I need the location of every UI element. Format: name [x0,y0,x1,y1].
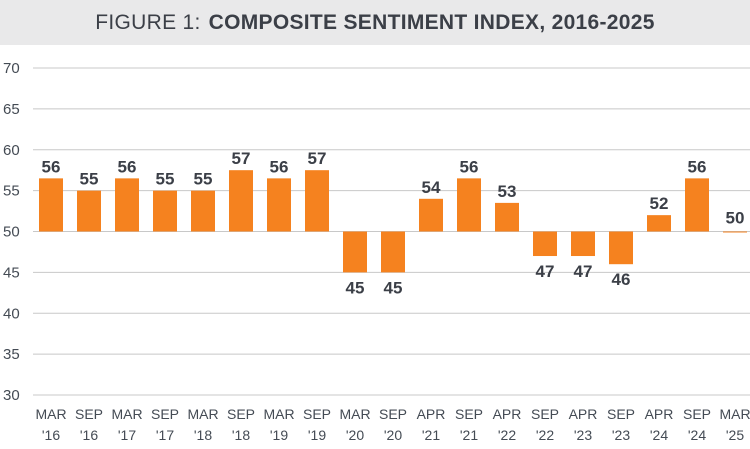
data-label: 52 [650,194,669,213]
data-label: 55 [80,170,99,189]
bar [77,190,101,232]
x-tick-label: MAR [263,406,294,422]
y-tick-label: 45 [3,264,20,281]
bar [533,231,557,257]
x-tick-label: SEP [379,406,407,422]
data-label: 47 [536,262,555,281]
x-tick-label: MAR [339,406,370,422]
x-tick-label: SEP [455,406,483,422]
x-tick-label: '19 [308,427,326,443]
x-tick-label: SEP [227,406,255,422]
x-tick-label: '21 [422,427,440,443]
bar [305,170,329,232]
y-tick-label: 60 [3,142,20,159]
y-tick-label: 30 [3,387,20,404]
bar [457,178,481,232]
x-tick-label: MAR [111,406,142,422]
data-label: 45 [384,278,403,297]
data-label: 57 [308,149,327,168]
x-tick-label: '20 [346,427,364,443]
y-tick-label: 65 [3,101,20,118]
x-tick-label: SEP [75,406,103,422]
x-tick-label: '23 [612,427,630,443]
data-label: 56 [460,157,479,176]
y-tick-label: 50 [3,224,20,241]
x-tick-label: '17 [156,427,174,443]
data-label: 56 [270,157,289,176]
x-tick-label: '25 [726,427,744,443]
data-label: 55 [194,170,213,189]
x-tick-label: '22 [536,427,554,443]
x-tick-label: SEP [303,406,331,422]
data-label: 47 [574,262,593,281]
data-label: 54 [422,178,441,197]
y-tick-label: 55 [3,183,20,200]
x-tick-label: APR [493,406,522,422]
data-label: 45 [346,278,365,297]
data-label: 46 [612,270,631,289]
bar [381,231,405,273]
bar [495,202,519,232]
bar [229,170,253,232]
bar [723,231,747,233]
x-tick-label: APR [645,406,674,422]
bar [419,198,443,232]
bar [685,178,709,232]
x-tick-label: SEP [151,406,179,422]
bar [153,190,177,232]
y-tick-label: 35 [3,346,20,363]
x-tick-label: APR [417,406,446,422]
data-label: 56 [42,157,61,176]
data-label: 57 [232,149,251,168]
y-tick-label: 40 [3,305,20,322]
x-tick-label: '16 [42,427,60,443]
x-tick-label: MAR [35,406,66,422]
x-tick-label: SEP [531,406,559,422]
bar [267,178,291,232]
x-tick-label: '18 [232,427,250,443]
x-tick-label: '23 [574,427,592,443]
x-tick-label: '16 [80,427,98,443]
x-tick-label: '19 [270,427,288,443]
x-tick-label: '21 [460,427,478,443]
x-tick-label: '24 [688,427,706,443]
x-tick-label: '18 [194,427,212,443]
x-tick-label: APR [569,406,598,422]
x-tick-label: SEP [683,406,711,422]
bar [609,231,633,265]
y-tick-label: 70 [3,60,20,77]
x-tick-label: MAR [719,406,750,422]
bar [571,231,595,257]
x-tick-label: MAR [187,406,218,422]
bar [115,178,139,232]
bar [647,215,671,232]
x-tick-label: '22 [498,427,516,443]
x-tick-label: '17 [118,427,136,443]
x-tick-label: '20 [384,427,402,443]
x-tick-label: '24 [650,427,668,443]
data-label: 50 [726,209,745,228]
figure-number: FIGURE 1: [95,10,201,34]
bar [191,190,215,232]
chart-title: FIGURE 1: COMPOSITE SENTIMENT INDEX, 201… [0,0,750,45]
bar [343,231,367,273]
data-label: 55 [156,170,175,189]
x-tick-label: SEP [607,406,635,422]
figure-title: COMPOSITE SENTIMENT INDEX, 2016-2025 [208,10,655,34]
bar [39,178,63,232]
data-label: 56 [118,157,137,176]
data-label: 56 [688,157,707,176]
data-label: 53 [498,182,517,201]
